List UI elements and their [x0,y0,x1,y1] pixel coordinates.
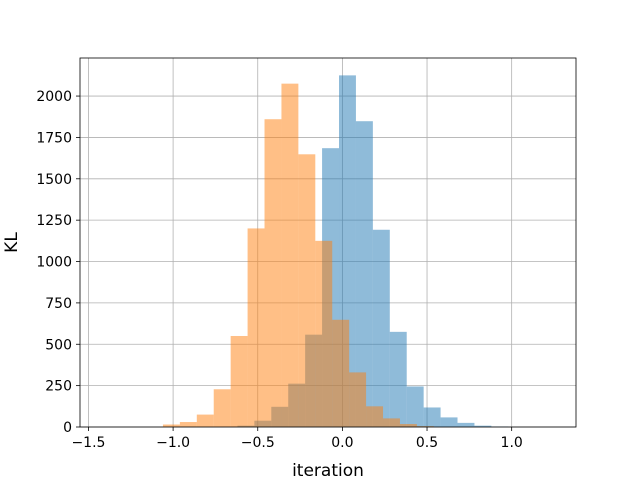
histogram-bar-series-2-bin-13 [366,406,384,427]
histogram-bars [162,75,509,428]
histogram-bar-series-2-bin-3 [196,414,214,427]
x-tick-label: 0.5 [416,435,438,451]
histogram-bar-series-2-bin-7 [264,119,282,427]
histogram-bar-series-1-bin-10 [372,229,390,427]
y-axis-label: KL [2,232,22,253]
histogram-bar-series-2-bin-6 [247,228,265,427]
histogram-bar-series-2-bin-16 [416,426,434,427]
histogram-bar-series-1-bin-13 [423,407,441,427]
x-tick-label: −1.5 [71,435,105,451]
x-tick-label: −0.5 [241,435,275,451]
y-tick-label: 2000 [36,89,72,105]
x-axis-label: iteration [292,461,364,480]
histogram-bar-series-1-bin-9 [355,121,373,427]
x-axis-ticks: −1.5 −1.0 −0.5 0.0 0.5 1.0 [71,427,523,451]
histogram-bar-series-1-bin-15 [457,422,475,427]
histogram-bar-series-2-bin-4 [213,389,231,427]
y-tick-label: 500 [45,337,72,353]
histogram-bar-series-2-bin-10 [315,240,333,427]
histogram-bar-series-2-bin-12 [349,372,367,427]
y-tick-label: 750 [45,296,72,312]
histogram-bar-series-2-bin-11 [332,319,350,427]
histogram-bar-series-2-bin-2 [179,422,197,427]
histogram-bar-series-2-bin-14 [383,418,400,427]
x-tick-label: −1.0 [156,435,190,451]
histogram-bar-series-2-bin-9 [298,154,316,428]
histogram-bar-series-2-bin-5 [230,335,248,427]
y-tick-label: 0 [63,420,72,436]
histogram-bar-series-1-bin-11 [389,331,407,427]
y-tick-label: 1250 [36,213,72,229]
histogram-bar-series-2-bin-8 [281,83,299,427]
y-tick-label: 1500 [36,172,72,188]
histogram-bar-series-1-bin-12 [406,386,424,427]
y-tick-label: 1750 [36,130,72,146]
x-tick-label: 1.0 [501,435,523,451]
y-tick-label: 1000 [36,255,72,271]
histogram-bar-series-1-bin-14 [440,417,458,427]
histogram-bar-series-2-bin-1 [162,424,180,427]
histogram-bar-series-1-bin-16 [474,425,492,427]
y-axis-ticks: 0 250 500 750 1000 1250 1500 1750 2000 [36,89,80,436]
y-tick-label: 250 [45,379,72,395]
histogram-bar-series-2-bin-15 [399,424,417,427]
x-tick-label: 0.0 [331,435,353,451]
plot-frame [79,57,577,428]
